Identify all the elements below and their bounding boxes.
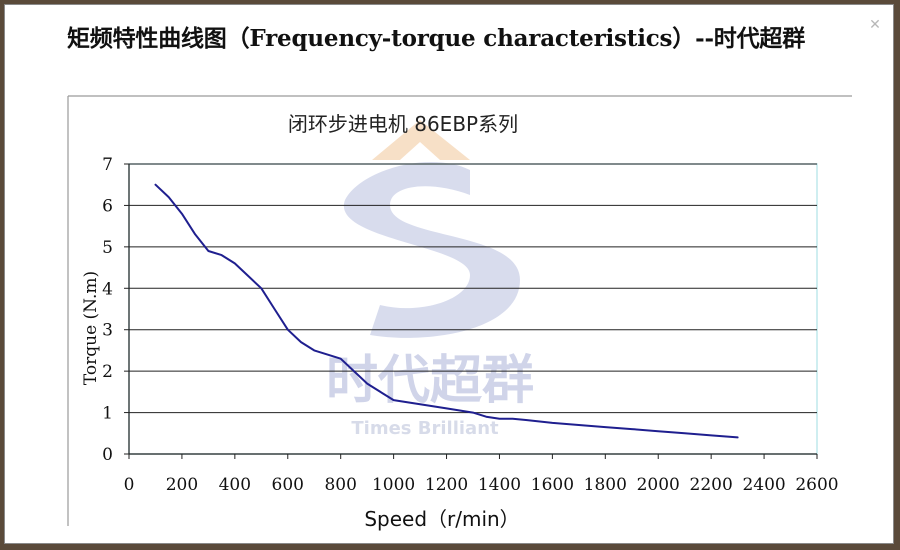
x-tick-label-600: 600: [272, 475, 304, 495]
y-tick-label-7: 7: [102, 155, 113, 175]
x-tick-label-2200: 2200: [690, 475, 733, 495]
watermark-arrow-shape: [372, 120, 470, 160]
page-title: 矩频特性曲线图（Frequency-torque characteristics…: [67, 25, 805, 52]
data-series: [154, 183, 739, 439]
x-tick-label-1200: 1200: [425, 475, 468, 495]
x-tick-label-400: 400: [219, 475, 251, 495]
x-tick-label-1400: 1400: [478, 475, 521, 495]
x-tick-label-2400: 2400: [742, 475, 785, 495]
watermark-cn: 时代超群: [326, 351, 534, 411]
watermark-logo: 时代超群 Times Brilliant: [326, 120, 534, 439]
x-tick-label-1000: 1000: [372, 475, 415, 495]
chart-title: 闭环步进电机 86EBP系列: [288, 112, 518, 136]
x-axis-label: Speed（r/min）: [364, 507, 519, 531]
x-tick-label-0: 0: [124, 475, 135, 495]
y-tick-label-3: 3: [102, 321, 113, 341]
y-tick-label-6: 6: [102, 196, 113, 216]
y-tick-label-2: 2: [102, 362, 113, 382]
y-axis-label: Torque (N.m): [81, 271, 101, 385]
x-tick-label-800: 800: [324, 475, 356, 495]
watermark-en: Times Brilliant: [351, 418, 499, 439]
series-line-0: [154, 183, 739, 439]
y-tick-label-1: 1: [102, 404, 113, 424]
x-tick-label-200: 200: [166, 475, 198, 495]
axes: [124, 163, 818, 459]
x-tick-label-2000: 2000: [637, 475, 680, 495]
y-tick-label-4: 4: [102, 279, 113, 299]
watermark-s-shape: [343, 161, 520, 338]
close-icon[interactable]: ✕: [869, 17, 881, 33]
x-tick-labels: 0 200 400 600 800 1000 1200 1400 1600 1800 2000 220…: [124, 475, 839, 495]
x-tick-label-1800: 1800: [584, 475, 627, 495]
y-tick-label-0: 0: [102, 445, 113, 465]
y-tick-labels: 0 1 2 3 4 5 6 7: [102, 155, 113, 465]
x-tick-label-1600: 1600: [531, 475, 574, 495]
x-tick-label-2600: 2600: [795, 475, 838, 495]
y-tick-label-5: 5: [102, 238, 113, 258]
